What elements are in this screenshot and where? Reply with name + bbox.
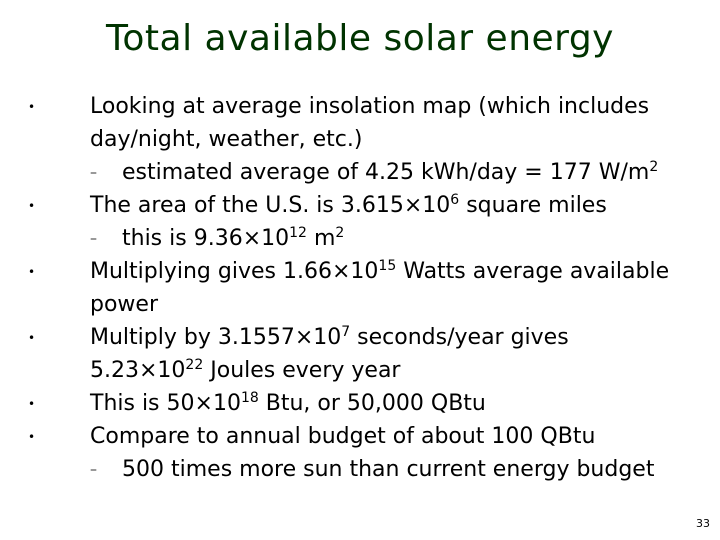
text-run: this is 9.36	[122, 226, 243, 251]
superscript: 2	[649, 159, 659, 175]
text-run: Btu, or 50,000 QBtu	[258, 391, 486, 416]
times-sign: ×	[242, 226, 262, 251]
slide-title: Total available solar energy	[106, 18, 614, 59]
text-run: 10	[313, 325, 342, 350]
superscript: 22	[185, 357, 204, 373]
bullet-marker: •	[28, 100, 36, 114]
sub-bullet-dash: –	[90, 231, 97, 247]
text-run: 10	[212, 391, 241, 416]
bullet-text: Looking at average insolation map (which…	[90, 94, 650, 119]
bullet-text: Compare to annual budget of about 100 QB…	[90, 424, 596, 449]
text-run: Joules every year	[203, 358, 401, 383]
bullet-text: The area of the U.S. is 3.615×106 square…	[90, 191, 607, 221]
text-run: 10	[422, 193, 451, 218]
bullet-text: Multiplying gives 1.66×1015 Watts averag…	[90, 257, 669, 287]
superscript: 12	[289, 225, 307, 241]
times-sign: ×	[194, 391, 213, 416]
page-number: 33	[696, 517, 710, 530]
sub-bullet-text: estimated average of 4.25 kWh/day = 177 …	[122, 158, 658, 188]
sub-bullet-dash: –	[90, 165, 97, 181]
text-run: Multiplying gives 1.66	[90, 259, 332, 284]
bullet-marker: •	[28, 430, 36, 444]
bullet-marker: •	[28, 265, 36, 279]
bullet-text: day/night, weather, etc.)	[90, 127, 363, 152]
text-run: 10	[261, 226, 290, 251]
sub-bullet-text: this is 9.36×1012 m2	[122, 224, 344, 254]
bullet-marker: •	[28, 199, 36, 213]
times-sign: ×	[294, 325, 314, 350]
superscript: 15	[378, 258, 397, 274]
superscript: 2	[335, 225, 345, 241]
bullet-text: 5.23×1022 Joules every year	[90, 356, 400, 386]
bullet-text: Multiply by 3.1557×107 seconds/year give…	[90, 323, 569, 353]
sub-bullet-dash: –	[90, 462, 97, 478]
text-run: This is 50	[90, 391, 195, 416]
times-sign: ×	[403, 193, 423, 218]
bullet-text: This is 50×1018 Btu, or 50,000 QBtu	[90, 389, 486, 419]
text-run: square miles	[459, 193, 607, 218]
times-sign: ×	[331, 259, 351, 284]
text-run: Watts average available	[396, 259, 670, 284]
text-run: estimated average of 4.25 kWh/day = 177 …	[122, 160, 650, 185]
sub-bullet-text: 500 times more sun than current energy b…	[122, 457, 655, 482]
text-run: seconds/year gives	[350, 325, 569, 350]
bullet-marker: •	[28, 331, 36, 345]
superscript: 18	[240, 390, 259, 406]
times-sign: ×	[138, 358, 158, 383]
superscript: 7	[341, 324, 351, 340]
text-run: 5.23	[90, 358, 139, 383]
text-run: 10	[350, 259, 379, 284]
superscript: 6	[450, 192, 460, 208]
text-run: m	[306, 226, 336, 251]
text-run: 10	[157, 358, 186, 383]
bullet-text: power	[90, 292, 158, 317]
bullet-marker: •	[28, 397, 36, 411]
text-run: Multiply by 3.1557	[90, 325, 295, 350]
text-run: The area of the U.S. is 3.615	[90, 193, 404, 218]
